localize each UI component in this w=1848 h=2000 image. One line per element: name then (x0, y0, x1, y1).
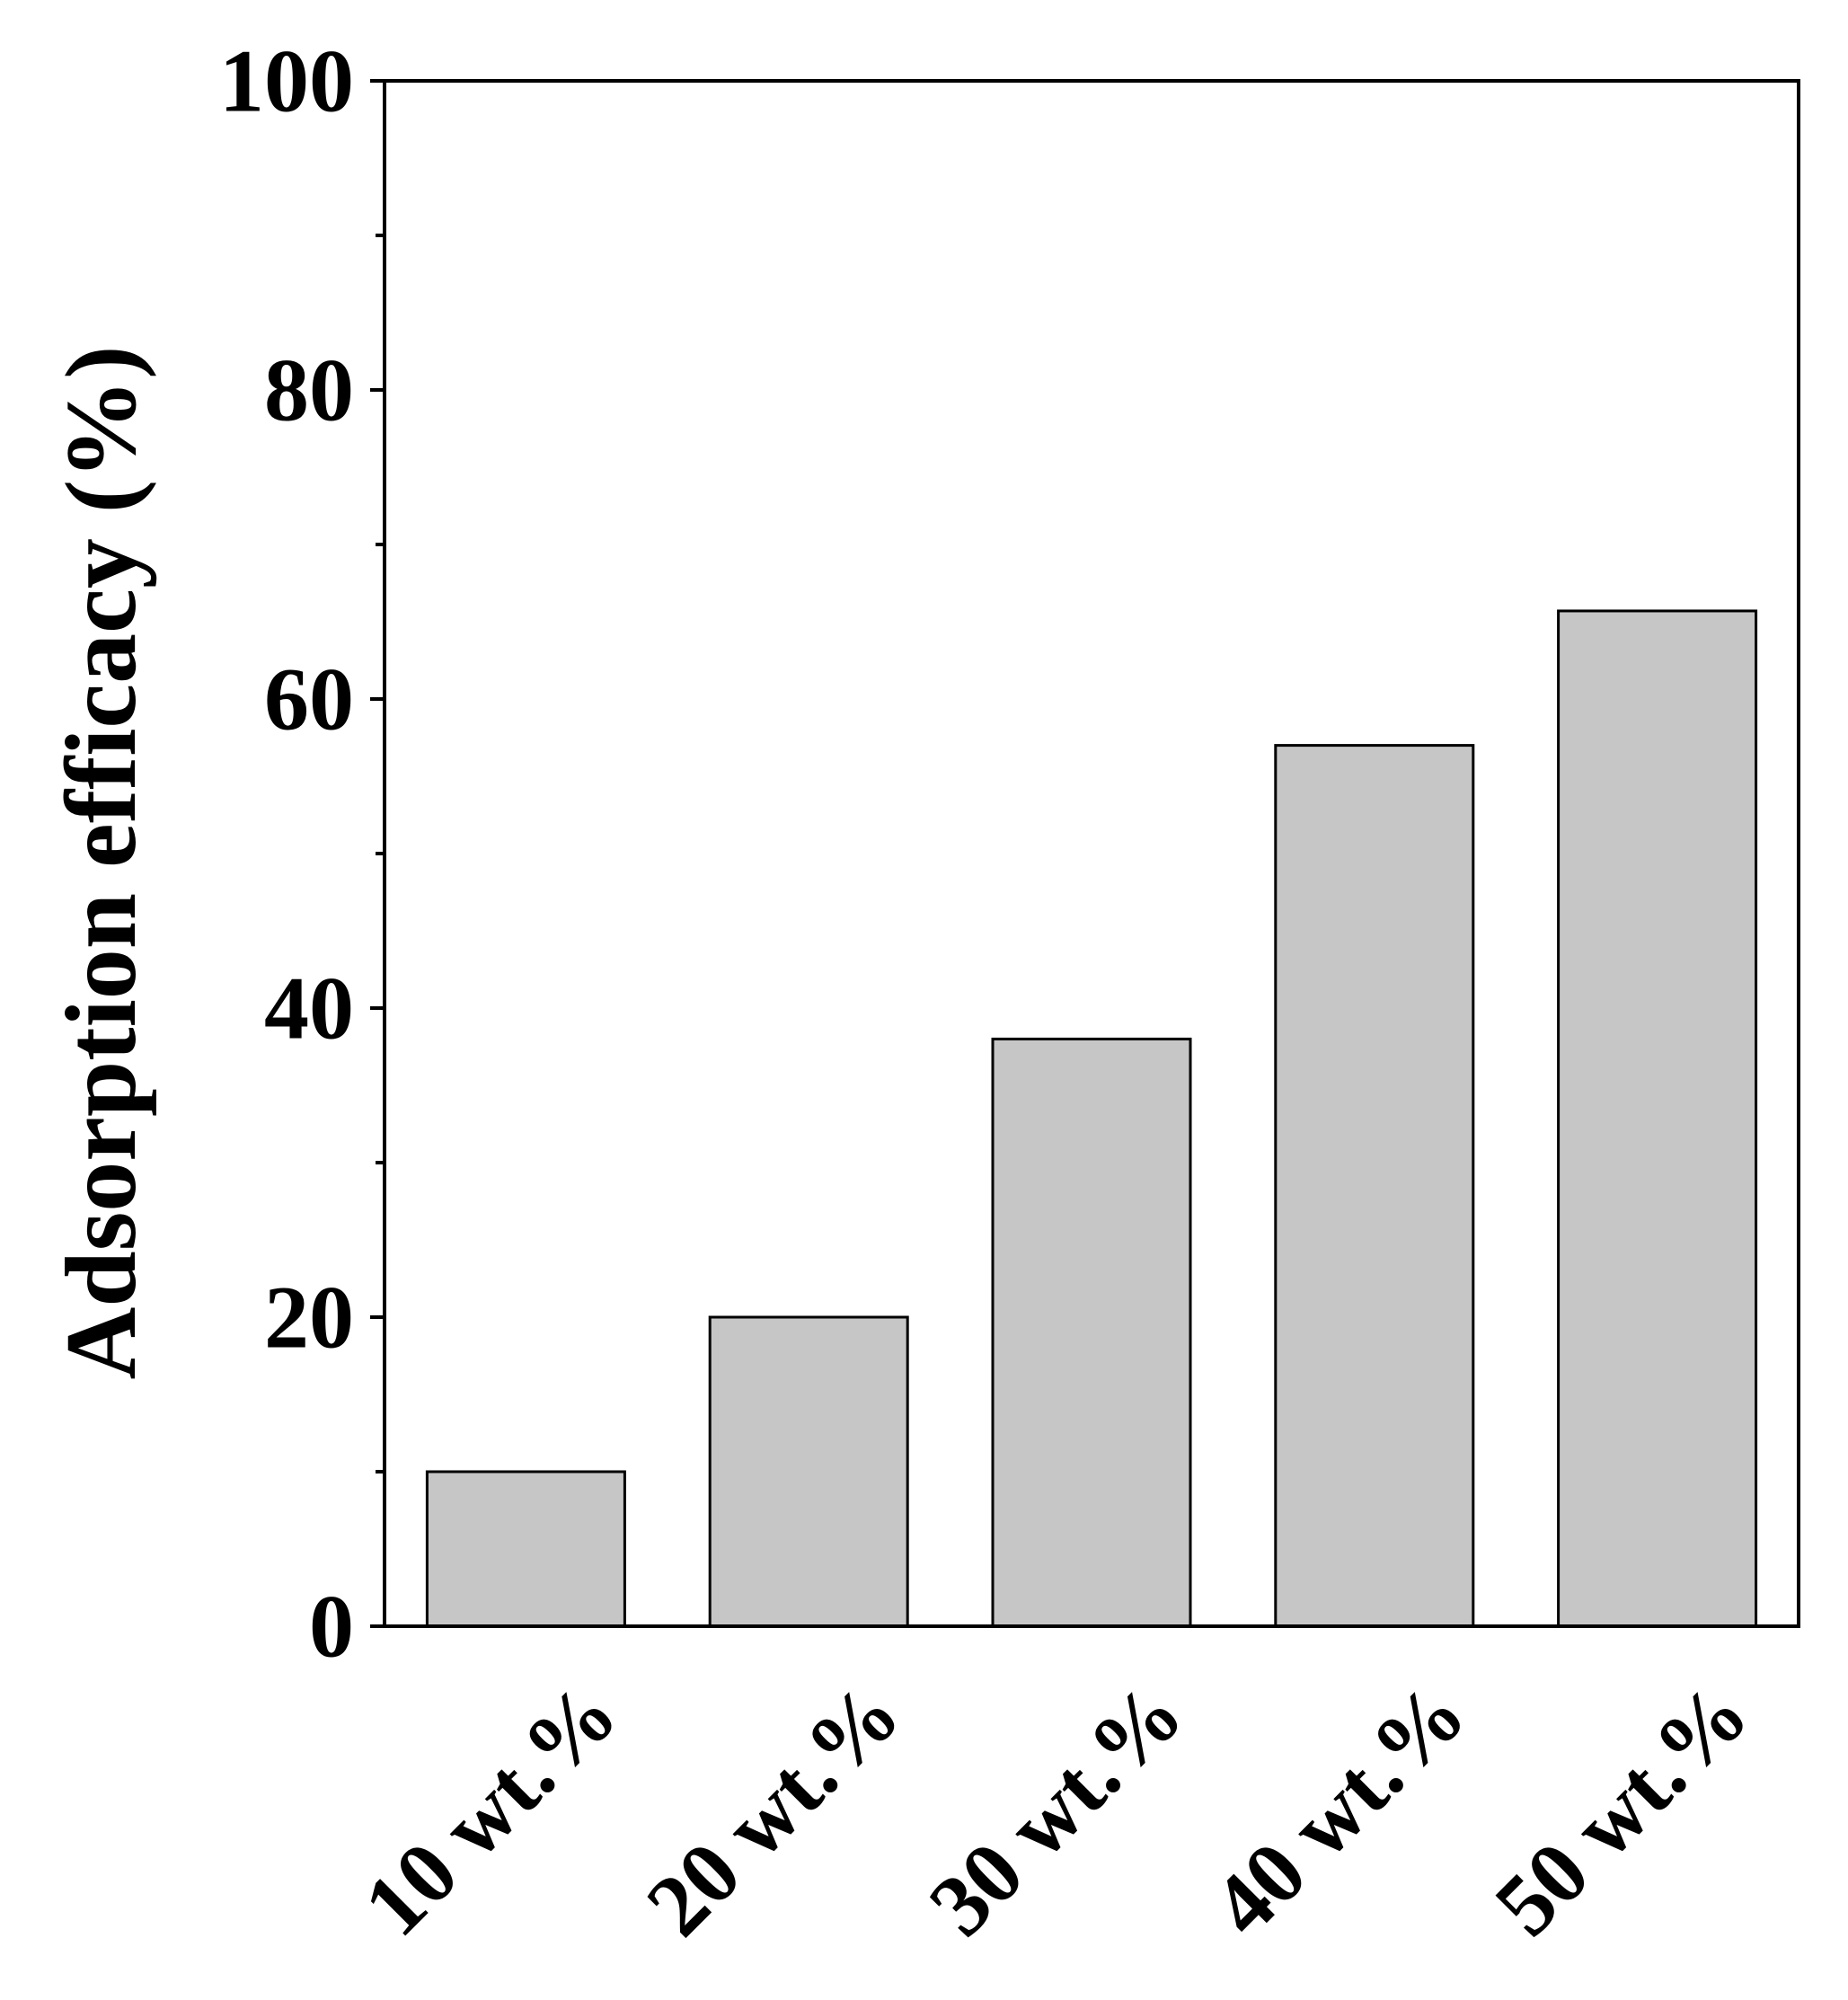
x-category-label: 50 wt.% (1477, 1665, 1767, 1955)
bar (991, 1037, 1192, 1628)
x-category-label: 20 wt.% (629, 1665, 919, 1955)
x-category-label: 40 wt.% (1194, 1665, 1484, 1955)
y-tick-label: 20 (264, 1268, 354, 1367)
y-tick-label: 0 (309, 1577, 354, 1677)
bar (425, 1470, 626, 1628)
bar (1557, 609, 1758, 1628)
y-tick-label: 60 (264, 650, 354, 749)
x-category-label: 30 wt.% (911, 1665, 1201, 1955)
bar (1274, 744, 1475, 1628)
y-tick-label: 100 (219, 31, 354, 131)
bar (708, 1315, 909, 1628)
y-tick-label: 40 (264, 959, 354, 1058)
x-category-label: 10 wt.% (346, 1665, 636, 1955)
y-tick-label: 80 (264, 341, 354, 440)
y-axis-title: Adsorption efficacy (%) (46, 346, 157, 1380)
